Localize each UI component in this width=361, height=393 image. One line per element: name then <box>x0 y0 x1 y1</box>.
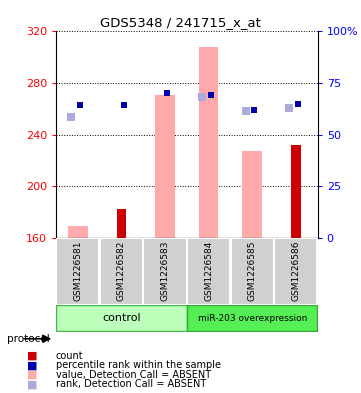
Bar <box>187 238 230 305</box>
Text: GSM1226584: GSM1226584 <box>204 241 213 301</box>
Text: GSM1226585: GSM1226585 <box>248 241 257 301</box>
Bar <box>187 305 317 331</box>
Bar <box>117 209 126 238</box>
Bar <box>231 238 274 305</box>
Bar <box>199 47 218 238</box>
Text: ■: ■ <box>27 351 38 361</box>
Text: protocol: protocol <box>7 334 50 344</box>
Text: value, Detection Call = ABSENT: value, Detection Call = ABSENT <box>56 370 211 380</box>
Text: GSM1226582: GSM1226582 <box>117 241 126 301</box>
Bar <box>68 226 88 238</box>
Bar <box>143 238 187 305</box>
Text: rank, Detection Call = ABSENT: rank, Detection Call = ABSENT <box>56 379 206 389</box>
Text: miR-203 overexpression: miR-203 overexpression <box>197 314 307 323</box>
Text: percentile rank within the sample: percentile rank within the sample <box>56 360 221 371</box>
Bar <box>56 238 99 305</box>
Bar <box>291 145 301 238</box>
Bar <box>155 95 175 238</box>
Bar <box>243 151 262 238</box>
Bar <box>56 305 187 331</box>
Text: GSM1226581: GSM1226581 <box>73 241 82 301</box>
Text: ■: ■ <box>27 370 38 380</box>
Bar <box>274 238 317 305</box>
Text: ■: ■ <box>27 379 38 389</box>
Text: control: control <box>102 313 141 323</box>
Bar <box>100 238 143 305</box>
Text: GSM1226583: GSM1226583 <box>161 241 170 301</box>
Text: GSM1226586: GSM1226586 <box>291 241 300 301</box>
Text: count: count <box>56 351 84 361</box>
Text: GDS5348 / 241715_x_at: GDS5348 / 241715_x_at <box>100 16 261 29</box>
Text: ■: ■ <box>27 360 38 371</box>
